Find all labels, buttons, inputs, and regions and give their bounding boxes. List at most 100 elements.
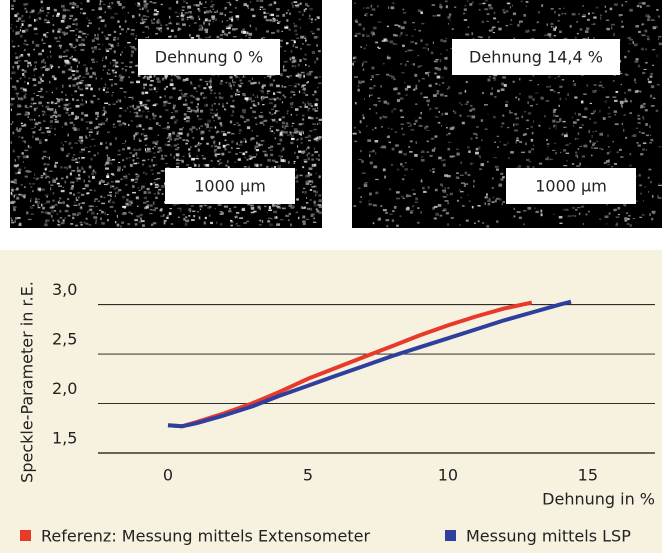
speckle xyxy=(202,155,204,156)
speckle xyxy=(57,98,60,100)
speckle xyxy=(592,131,593,132)
speckle xyxy=(493,157,497,158)
speckle xyxy=(285,215,289,216)
speckle xyxy=(359,131,361,133)
speckle xyxy=(196,91,197,92)
speckle xyxy=(66,168,68,170)
speckle xyxy=(541,213,543,216)
speckle xyxy=(105,24,107,27)
speckle xyxy=(441,160,442,161)
speckle xyxy=(447,148,450,150)
speckle xyxy=(302,166,304,168)
speckle xyxy=(287,110,289,111)
speckle xyxy=(251,212,255,214)
speckle xyxy=(464,183,468,184)
speckle xyxy=(294,40,296,43)
speckle xyxy=(645,62,647,63)
speckle xyxy=(467,0,469,2)
speckle xyxy=(372,150,375,152)
speckle xyxy=(523,134,525,135)
speckle xyxy=(193,163,196,164)
speckle xyxy=(365,13,367,15)
speckle xyxy=(316,208,318,210)
speckle xyxy=(107,159,110,161)
speckle xyxy=(63,187,64,188)
speckle xyxy=(120,225,121,228)
speckle xyxy=(154,103,157,104)
speckle xyxy=(641,48,644,51)
speckle xyxy=(493,75,497,76)
speckle xyxy=(59,200,60,202)
speckle xyxy=(164,104,165,105)
speckle xyxy=(368,203,371,205)
speckle xyxy=(195,145,197,147)
speckle xyxy=(296,180,299,182)
speckle xyxy=(158,19,159,20)
speckle xyxy=(599,110,600,112)
speckle xyxy=(475,152,479,155)
speckle xyxy=(300,36,304,39)
speckle xyxy=(277,129,278,131)
speckle xyxy=(637,115,639,117)
speckle xyxy=(171,223,174,225)
speckle xyxy=(288,161,290,164)
speckle xyxy=(128,174,130,175)
speckle xyxy=(79,151,83,152)
speckle xyxy=(255,117,257,119)
speckle xyxy=(637,118,640,119)
speckle xyxy=(99,3,101,5)
speckle xyxy=(194,164,196,167)
speckle xyxy=(272,20,276,22)
speckle xyxy=(159,97,161,98)
speckle xyxy=(298,151,301,153)
speckle xyxy=(399,215,401,217)
speckle xyxy=(205,81,209,82)
speckle xyxy=(364,98,365,100)
speckle xyxy=(174,35,177,37)
speckle xyxy=(459,102,460,103)
x-tick-label: 15 xyxy=(578,466,598,485)
speckle xyxy=(293,23,295,25)
speckle xyxy=(42,207,45,210)
speckle xyxy=(116,45,119,46)
speckle xyxy=(23,3,26,5)
speckle xyxy=(131,46,134,49)
speckle xyxy=(305,137,309,139)
speckle xyxy=(581,206,584,208)
speckle xyxy=(146,206,149,209)
speckle xyxy=(94,189,96,191)
speckle xyxy=(311,186,314,187)
speckle xyxy=(89,189,92,190)
speckle xyxy=(133,149,135,151)
speckle xyxy=(86,72,90,75)
speckle xyxy=(82,202,85,204)
speckle xyxy=(496,198,499,200)
speckle xyxy=(175,149,178,151)
speckle xyxy=(154,193,156,194)
speckle xyxy=(314,151,318,153)
speckle xyxy=(415,197,418,200)
speckle xyxy=(550,23,553,25)
speckle xyxy=(41,1,43,4)
speckle xyxy=(604,162,607,164)
speckle xyxy=(430,155,433,157)
speckle xyxy=(284,127,287,130)
speckle xyxy=(531,139,533,142)
speckle xyxy=(286,42,287,45)
speckle xyxy=(167,103,171,104)
speckle xyxy=(659,183,660,184)
speckle xyxy=(291,135,294,137)
speckle xyxy=(236,15,240,18)
speckle xyxy=(103,107,105,110)
speckle xyxy=(429,100,430,101)
speckle xyxy=(282,85,283,88)
speckle xyxy=(590,103,592,104)
speckle xyxy=(104,197,106,199)
speckle xyxy=(99,6,103,7)
speckle xyxy=(149,84,152,86)
speckle xyxy=(148,159,150,160)
speckle xyxy=(385,212,388,214)
speckle xyxy=(531,148,534,150)
speckle xyxy=(113,65,114,67)
speckle xyxy=(233,110,234,113)
